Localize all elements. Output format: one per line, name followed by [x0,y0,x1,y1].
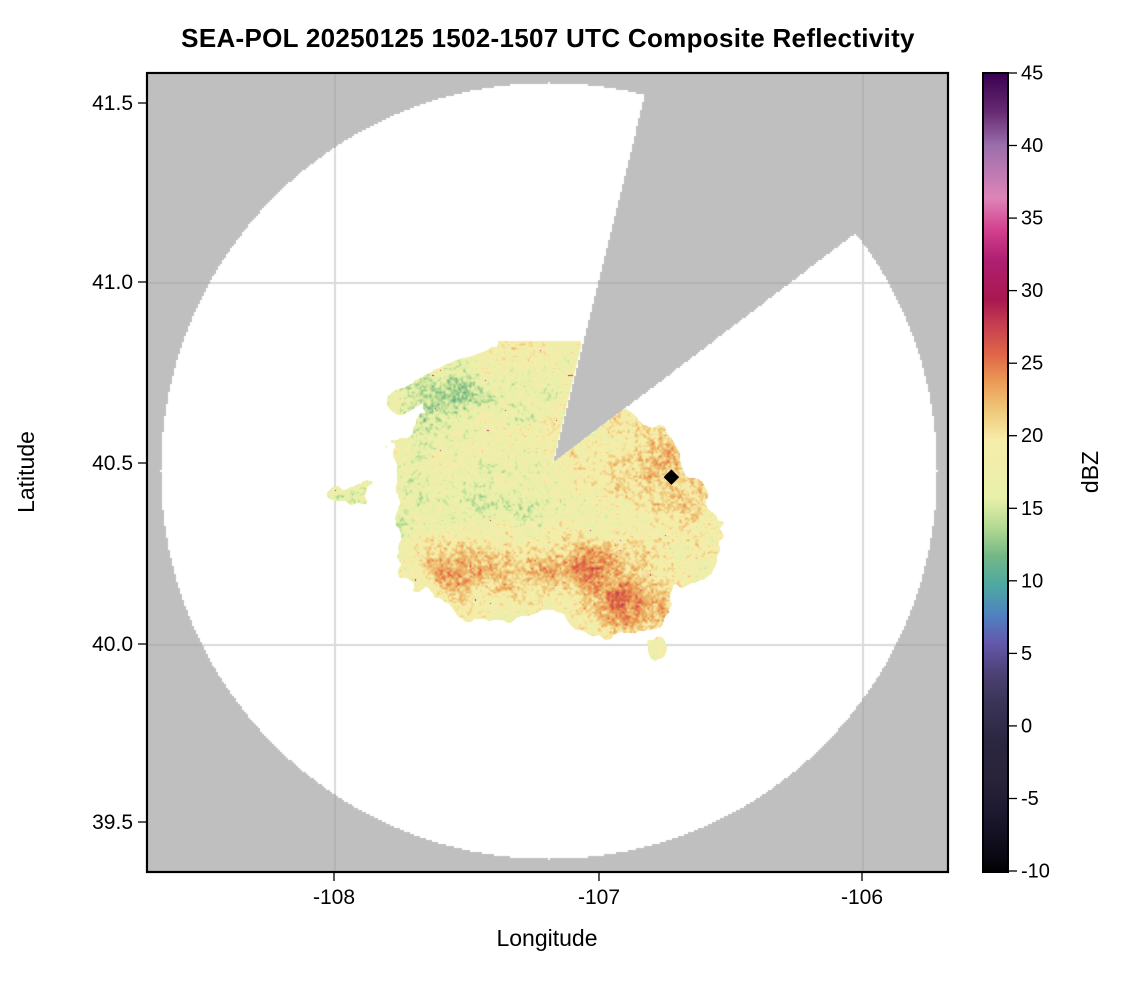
svg-text:dBZ: dBZ [1077,451,1103,493]
svg-text:15: 15 [1021,498,1043,520]
svg-text:Latitude: Latitude [13,431,39,513]
svg-text:40: 40 [1021,135,1043,157]
svg-text:-106: -106 [841,886,883,909]
svg-text:20: 20 [1021,425,1043,447]
svg-text:-108: -108 [313,886,355,909]
svg-text:41.5: 41.5 [92,92,133,115]
svg-text:-10: -10 [1021,861,1050,883]
svg-text:Longitude: Longitude [496,925,597,951]
svg-text:41.0: 41.0 [92,271,133,294]
svg-text:35: 35 [1021,208,1043,230]
svg-text:40.0: 40.0 [92,633,133,656]
svg-text:0: 0 [1021,715,1032,737]
svg-text:SEA-POL 20250125 1502-1507 UTC: SEA-POL 20250125 1502-1507 UTC Composite… [181,23,915,53]
svg-text:-107: -107 [578,886,620,909]
svg-text:30: 30 [1021,280,1043,302]
svg-text:5: 5 [1021,643,1032,665]
svg-text:25: 25 [1021,353,1043,375]
svg-text:39.5: 39.5 [92,811,133,834]
svg-text:10: 10 [1021,570,1043,592]
svg-text:45: 45 [1021,63,1043,85]
svg-text:40.5: 40.5 [92,452,133,475]
svg-text:-5: -5 [1021,788,1039,810]
